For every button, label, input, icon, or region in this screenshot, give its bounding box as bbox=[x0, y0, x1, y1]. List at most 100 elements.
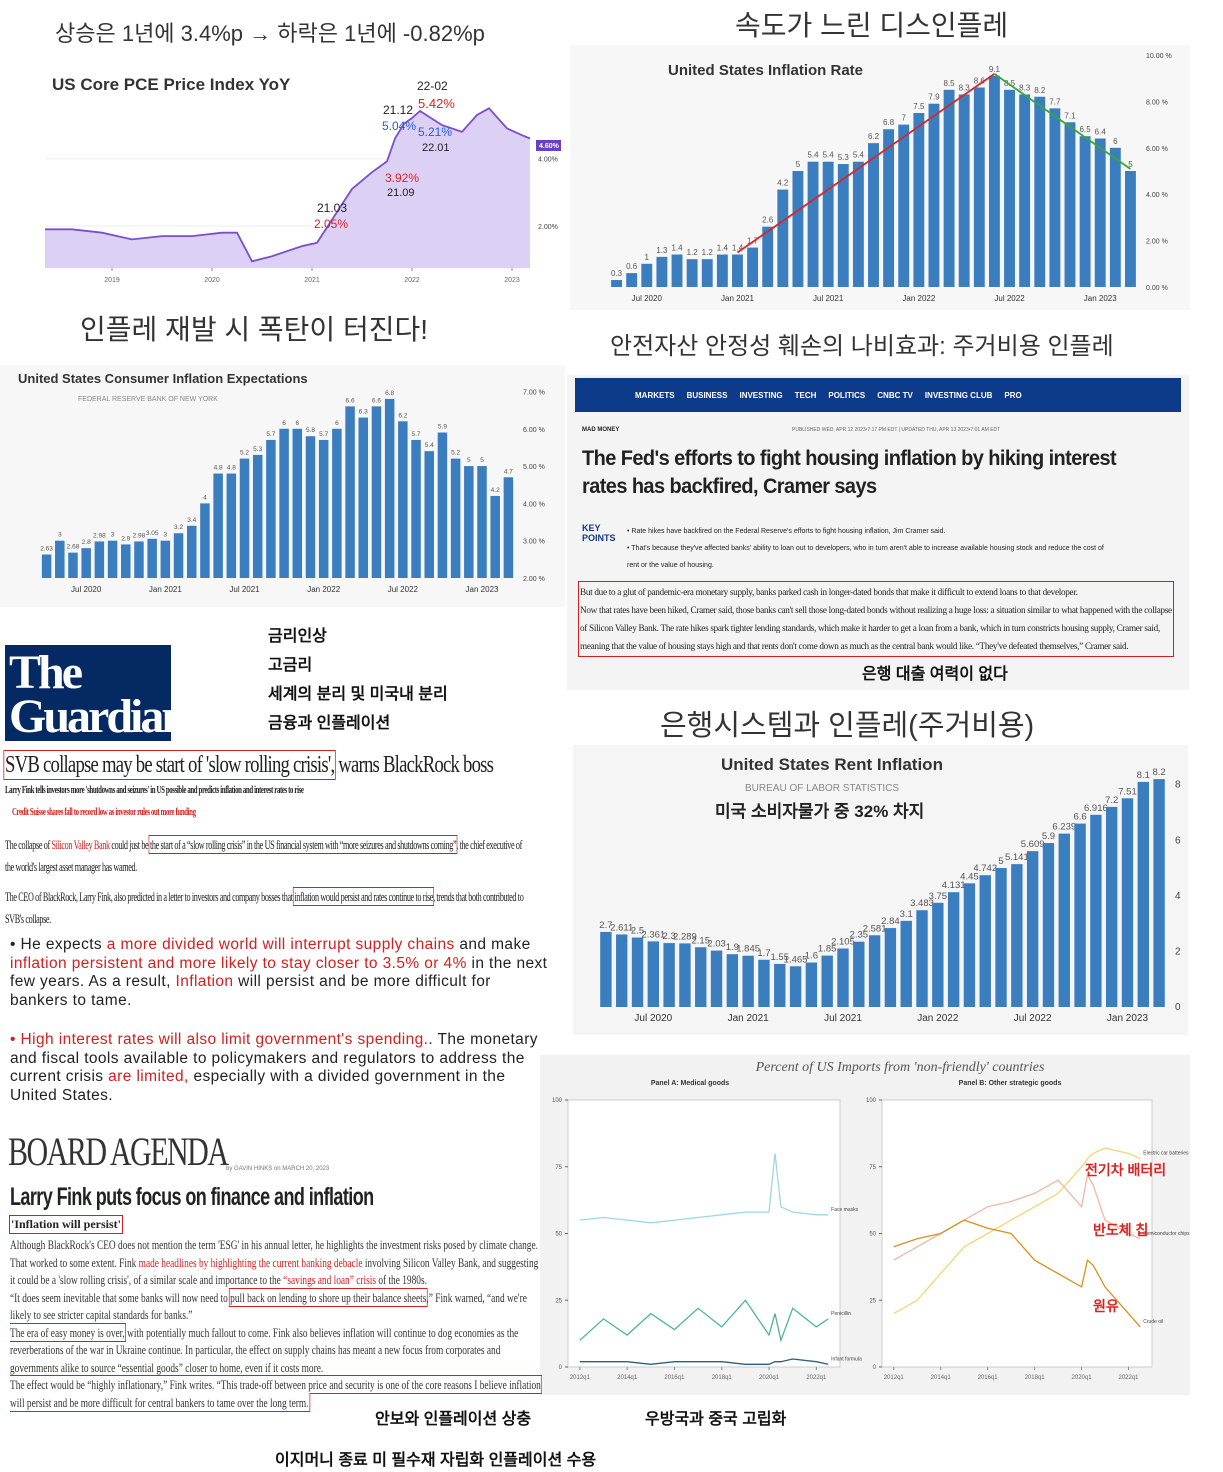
value-label: 2.7 bbox=[599, 920, 612, 931]
value-label: 7.1 bbox=[1064, 111, 1076, 120]
kicker: 'Inflation will persist' bbox=[8, 1215, 124, 1234]
bar bbox=[792, 171, 804, 287]
value-label: 6 bbox=[295, 420, 299, 427]
y-tick-label: 25 bbox=[869, 1298, 876, 1304]
y-tick-label: 0 bbox=[873, 1365, 877, 1371]
value-label: 2.581 bbox=[863, 923, 887, 934]
value-label: 6.4 bbox=[1095, 128, 1107, 137]
value-label: 2.63 bbox=[40, 545, 53, 552]
bar bbox=[853, 941, 865, 1007]
value-label: 2.68 bbox=[67, 544, 80, 551]
x-tick-label: Jan 2021 bbox=[721, 294, 754, 303]
x-tick-label: Jan 2021 bbox=[149, 585, 182, 594]
x-tick-label: 2022q1 bbox=[1119, 1375, 1140, 1381]
annotation: 5.21% bbox=[418, 125, 452, 139]
bar bbox=[160, 540, 171, 578]
value-label: 7 bbox=[902, 114, 907, 123]
nav-item[interactable]: PRO bbox=[1004, 390, 1022, 400]
note: 고금리 bbox=[268, 657, 313, 674]
nav-item[interactable]: MARKETS bbox=[635, 390, 675, 400]
text-segment: pull back on lending to shore up their b… bbox=[228, 1287, 428, 1307]
bar bbox=[411, 439, 421, 578]
value-label: 4.2 bbox=[491, 487, 500, 494]
bar bbox=[55, 540, 65, 578]
bar bbox=[762, 226, 774, 287]
text-segment: Inflation bbox=[175, 973, 234, 990]
text-segment: ,” Fink warned, “and we're likely to see… bbox=[10, 1289, 527, 1323]
rent-chart: United States Rent Inflation BUREAU OF LA… bbox=[573, 745, 1188, 1035]
bar bbox=[266, 439, 276, 578]
x-tick-label: Jan 2021 bbox=[728, 1013, 770, 1024]
key-point: • Rate hikes have backfired on the Feder… bbox=[627, 528, 946, 535]
value-label: 1.6 bbox=[805, 951, 818, 962]
bar bbox=[641, 263, 653, 287]
value-label: 3.4 bbox=[187, 517, 196, 524]
bar bbox=[958, 94, 970, 287]
value-label: 2.3 bbox=[663, 931, 676, 942]
y-tick-label: 5.00 % bbox=[523, 464, 545, 471]
bar bbox=[68, 552, 78, 578]
text-segment: Although BlackRock's CEO does not mentio… bbox=[10, 1237, 538, 1252]
bar bbox=[1137, 781, 1149, 1007]
byline: by GAVIN HINKS on MARCH 20, 2023 bbox=[226, 1166, 330, 1172]
text-segment: made headlines by highlighting the curre… bbox=[138, 1254, 363, 1270]
bar bbox=[898, 124, 910, 287]
bar bbox=[1105, 806, 1118, 1007]
bar bbox=[1109, 147, 1121, 287]
cnbc-article: MARKETS BUSINESS INVESTING TECH POLITICS CNBC… bbox=[567, 375, 1189, 690]
text-segment: and make bbox=[454, 936, 531, 953]
paragraph: Although BlackRock's CEO does not mentio… bbox=[10, 1236, 543, 1254]
chart-subtitle: BUREAU OF LABOR STATISTICS bbox=[745, 783, 899, 794]
value-label: 6.6 bbox=[1073, 812, 1086, 823]
annotation: 21.03 bbox=[317, 201, 347, 215]
y-tick-label: 75 bbox=[869, 1165, 876, 1171]
annotation: 22.01 bbox=[422, 142, 450, 154]
text-segment: inflation would persist and rates contin… bbox=[293, 887, 435, 906]
value-label: 1.55 bbox=[771, 952, 790, 963]
bar bbox=[973, 87, 985, 287]
y-tick-label: 8 bbox=[1175, 780, 1181, 791]
pce-chart: US Core PCE Price Index YoY 2.00% 4.00% 201… bbox=[45, 75, 561, 284]
value-label: 1.7 bbox=[757, 948, 770, 959]
annotation: 반도체 칩 bbox=[1093, 1222, 1148, 1238]
bar bbox=[1042, 843, 1055, 1007]
plot-area bbox=[881, 1099, 1153, 1368]
value-label: 6 bbox=[282, 420, 286, 427]
bar bbox=[647, 941, 660, 1007]
value-label: 4.8 bbox=[227, 465, 236, 472]
y-tick-label: 100 bbox=[866, 1098, 877, 1104]
bar bbox=[616, 934, 628, 1007]
nav-item[interactable]: POLITICS bbox=[828, 390, 866, 400]
standfirst: Larry Fink tells investors more 'shutdow… bbox=[5, 784, 304, 796]
nav-item[interactable]: TECH bbox=[794, 390, 817, 400]
inflation-chart: United States Inflation Rate 0.00 % 2.00 %… bbox=[570, 45, 1190, 310]
bar bbox=[777, 189, 789, 287]
annotation: 21.12 bbox=[383, 103, 413, 117]
bar bbox=[490, 495, 500, 578]
y-tick-label: 2 bbox=[1175, 946, 1181, 957]
value-label: 5.7 bbox=[412, 431, 421, 438]
x-tick-label: 2014q1 bbox=[617, 1375, 638, 1381]
nav-item[interactable]: INVESTING bbox=[739, 390, 783, 400]
bar bbox=[1079, 136, 1091, 287]
area bbox=[45, 108, 530, 268]
bar bbox=[503, 477, 514, 578]
bar bbox=[789, 966, 802, 1007]
value-label: 7.7 bbox=[1049, 97, 1061, 106]
bar bbox=[358, 417, 369, 578]
value-label: 2.6 bbox=[762, 216, 774, 225]
x-tick-label: Jul 2021 bbox=[813, 294, 844, 303]
nav-item[interactable]: INVESTING CLUB bbox=[924, 390, 993, 400]
value-label: 3 bbox=[164, 532, 168, 539]
logo-line: The bbox=[9, 646, 83, 699]
value-label: 2.15 bbox=[691, 935, 710, 946]
text-segment: “savings and loan” crisis bbox=[283, 1272, 376, 1287]
bar bbox=[371, 406, 382, 578]
bar bbox=[305, 436, 316, 578]
bar bbox=[292, 428, 303, 578]
bar bbox=[1049, 108, 1061, 287]
bar bbox=[1026, 851, 1039, 1007]
note: 금리인상 bbox=[268, 628, 327, 645]
nav-item[interactable]: CNBC TV bbox=[877, 390, 913, 400]
nav-item[interactable]: BUSINESS bbox=[686, 390, 728, 400]
